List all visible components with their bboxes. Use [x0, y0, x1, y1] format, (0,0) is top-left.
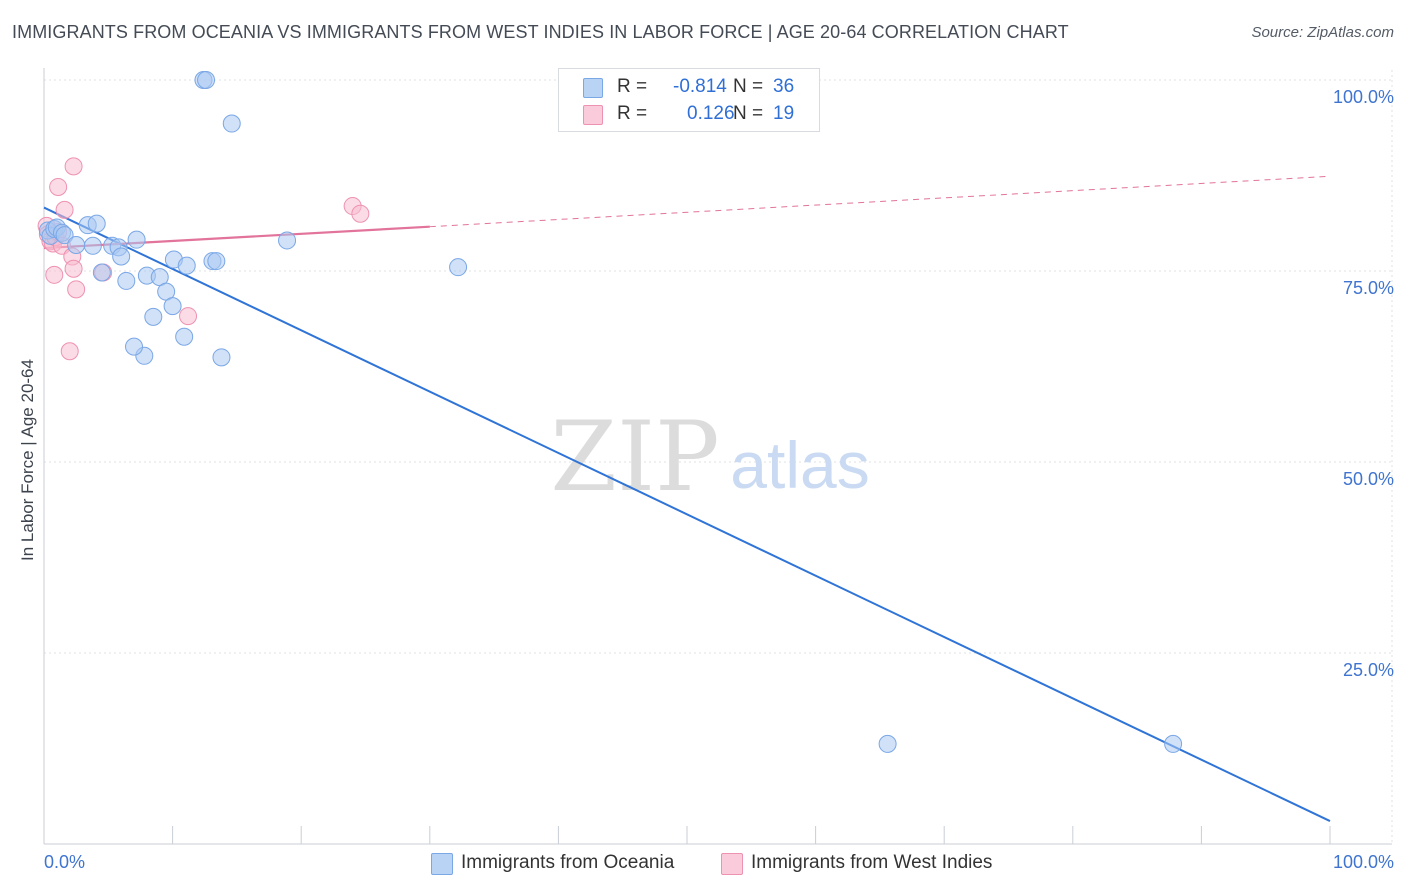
oceania-point — [83, 236, 102, 255]
source-label: Source: ZipAtlas.com — [1251, 24, 1394, 41]
oceania-point — [127, 230, 146, 249]
westindies-point — [55, 200, 74, 219]
westindies-point — [67, 280, 86, 299]
oceania-point — [117, 271, 136, 290]
oceania-point — [1164, 734, 1183, 753]
oceania-point — [278, 231, 297, 250]
westindies-point — [351, 204, 370, 223]
oceania-point — [144, 307, 163, 326]
oceania-swatch — [583, 78, 603, 98]
data-points — [37, 71, 1183, 753]
oceania-point — [67, 236, 86, 255]
oceania-point — [112, 247, 131, 266]
watermark-zip: ZIP — [550, 401, 719, 513]
oceania-point — [92, 263, 111, 282]
westindies-swatch — [583, 105, 603, 125]
axes — [43, 68, 1392, 845]
y-tick-label: 100.0% — [1332, 87, 1394, 107]
y-tick-label: 75.0% — [1342, 278, 1394, 298]
oceania-point — [222, 114, 241, 133]
oceania-point — [125, 337, 144, 356]
r-value: -0.814 — [673, 76, 727, 97]
watermark-atlas: atlas — [730, 428, 869, 502]
westindies-point — [64, 259, 83, 278]
oceania-point — [87, 214, 106, 233]
n-value: 36 — [773, 76, 795, 97]
oceania-point — [177, 256, 196, 275]
r-label: R = — [617, 103, 648, 124]
westindies-point — [179, 307, 198, 326]
x-tick-label: 0.0% — [44, 852, 86, 872]
westindies-point — [60, 342, 79, 361]
n-label: N = — [733, 103, 764, 124]
r-value: 0.126 — [687, 103, 735, 124]
oceania-point — [878, 734, 897, 753]
correlation-legend: R = -0.814 N = 36 R = 0.126 N = 19 — [558, 68, 820, 132]
westindies-swatch — [721, 853, 743, 875]
legend-label: Immigrants from Oceania — [461, 852, 675, 873]
oceania-point — [197, 71, 216, 89]
oceania-point — [212, 348, 231, 367]
westindies-point — [64, 157, 83, 176]
oceania-point — [207, 252, 226, 271]
r-label: R = — [617, 76, 648, 97]
n-label: N = — [733, 76, 764, 97]
legend-label: Immigrants from West Indies — [751, 852, 993, 873]
oceania-point — [163, 297, 182, 316]
oceania-trend-line — [43, 206, 1331, 822]
westindies-trend-extension — [429, 175, 1331, 228]
westindies-point — [49, 177, 68, 196]
oceania-swatch — [431, 853, 453, 875]
x-tick-label: 100.0% — [1332, 852, 1394, 872]
oceania-point — [55, 226, 74, 245]
chart-title: IMMIGRANTS FROM OCEANIA VS IMMIGRANTS FR… — [12, 22, 1069, 42]
y-tick-label: 25.0% — [1342, 660, 1394, 680]
oceania-point — [175, 327, 194, 346]
oceania-point — [449, 258, 468, 277]
y-tick-label: 50.0% — [1342, 469, 1394, 489]
westindies-point — [45, 265, 64, 284]
n-value: 19 — [773, 103, 795, 124]
gridlines — [44, 70, 1393, 844]
